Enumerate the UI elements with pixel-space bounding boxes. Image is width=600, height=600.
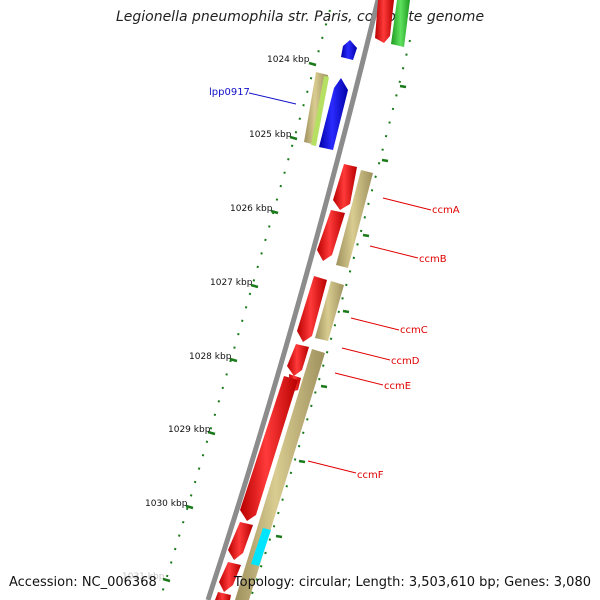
connector-ccmB [369,245,419,259]
label-ccmC[interactable]: ccmC [400,325,428,336]
tick-label-1024: 1024 kbp [267,55,310,65]
rna-top-green[interactable] [391,0,410,47]
label-ccmA[interactable]: ccmA [432,205,460,216]
connector-ccmE [334,372,384,386]
connector-ccmF [307,460,357,474]
genome-backbone [205,0,381,600]
yellow-green-feature [311,76,329,146]
connector-ccmD [341,347,391,361]
gene-ccmD[interactable] [287,344,309,376]
right-ticks [275,84,407,539]
label-ccmF[interactable]: ccmF [357,470,384,481]
orf-ccmA [336,170,373,268]
label-ccmB[interactable]: ccmB [419,254,447,265]
connector-lpp0917 [248,92,297,105]
gene-ccmB[interactable] [317,210,345,261]
label-lpp0917[interactable]: lpp0917 [209,87,250,98]
inner-tick-ring [249,39,411,600]
gene-red-lower-3[interactable] [215,592,231,600]
tick-label-1026: 1026 kbp [230,204,273,214]
gene-red-lower-1[interactable] [228,522,253,560]
gene-ccmF[interactable] [240,376,298,521]
connector-ccmA [382,197,432,211]
tick-label-1030: 1030 kbp [145,499,188,509]
tick-label-1029: 1029 kbp [168,425,211,435]
genome-summary-text: Topology: circular; Length: 3,503,610 bp… [233,575,591,590]
tick-label-1031: 1031 kbp [122,572,165,582]
gene-lpp0917[interactable] [319,78,348,150]
orf-ccmF [235,349,325,600]
connector-ccmC [350,317,400,331]
orf-ccmC [315,281,344,341]
gene-top-red[interactable] [375,0,394,43]
label-ccmD[interactable]: ccmD [391,356,420,367]
outer-tick-ring [159,9,331,600]
gene-red-lower-2[interactable] [219,562,241,592]
tick-label-1027: 1027 kbp [210,278,253,288]
major-ticks [162,61,317,583]
tick-label-1028: 1028 kbp [189,352,232,362]
gene-ccmA[interactable] [333,164,357,210]
accession-text: Accession: NC_006368 [9,575,157,590]
gene-small-blue[interactable] [341,40,357,60]
gene-ccmC[interactable] [297,276,327,342]
label-ccmE[interactable]: ccmE [384,381,411,392]
cyan-feature [251,528,271,566]
tick-label-1025: 1025 kbp [249,130,292,140]
